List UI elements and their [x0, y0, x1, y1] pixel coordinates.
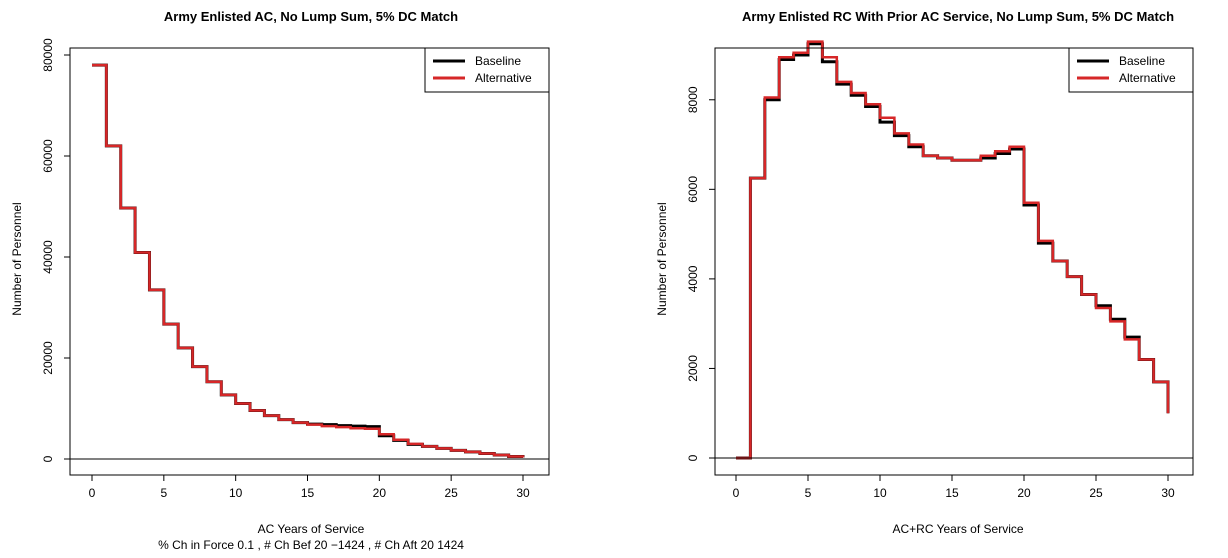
- legend-entry-label: Baseline: [1119, 54, 1165, 68]
- x-tick-label: 30: [1161, 486, 1175, 500]
- chart-title: Army Enlisted RC With Prior AC Service, …: [742, 9, 1174, 24]
- x-axis-subtitle: % Ch in Force 0.1 , # Ch Bef 20 −1424 , …: [158, 538, 464, 552]
- y-ticks: 0 20000 40000 60000 80000: [41, 38, 70, 462]
- x-tick-label: 25: [1089, 486, 1103, 500]
- x-tick-label: 15: [945, 486, 959, 500]
- y-axis-label: Number of Personnel: [655, 202, 669, 315]
- y-ticks: 0 2000 4000 6000 8000: [686, 86, 715, 461]
- plot-frame: [69, 47, 550, 476]
- series-line-baseline: [736, 42, 1170, 460]
- x-axis-label: AC+RC Years of Service: [892, 522, 1023, 536]
- legend-entry-label: Alternative: [475, 71, 532, 85]
- y-tick-label: 60000: [41, 139, 55, 173]
- chart-title: Army Enlisted AC, No Lump Sum, 5% DC Mat…: [164, 9, 458, 24]
- left-chart: Army Enlisted AC, No Lump Sum, 5% DC Mat…: [10, 9, 550, 552]
- x-tick-label: 20: [1017, 486, 1031, 500]
- x-tick-label: 20: [373, 486, 387, 500]
- x-tick-label: 5: [160, 486, 167, 500]
- series-line-baseline: [92, 63, 525, 458]
- y-axis-label: Number of Personnel: [10, 202, 24, 315]
- y-tick-label: 80000: [41, 38, 55, 72]
- x-tick-label: 10: [873, 486, 887, 500]
- legend-entry-label: Alternative: [1119, 71, 1176, 85]
- y-tick-label: 0: [41, 455, 55, 462]
- y-tick-label: 20000: [41, 341, 55, 375]
- x-tick-label: 0: [733, 486, 740, 500]
- plot-frame: [714, 47, 1194, 476]
- y-tick-label: 8000: [686, 86, 700, 113]
- x-tick-label: 15: [301, 486, 315, 500]
- x-ticks: 0 5 10 15 20 25 30: [89, 475, 530, 500]
- x-ticks: 0 5 10 15 20 25 30: [733, 475, 1175, 500]
- x-axis-label: AC Years of Service: [258, 522, 365, 536]
- y-tick-label: 4000: [686, 265, 700, 292]
- series-line-alternative: [736, 40, 1170, 460]
- legend: Baseline Alternative: [1068, 47, 1194, 93]
- right-chart: Army Enlisted RC With Prior AC Service, …: [655, 9, 1194, 536]
- x-tick-label: 0: [89, 486, 96, 500]
- y-tick-label: 40000: [41, 240, 55, 274]
- legend-entry-label: Baseline: [475, 54, 521, 68]
- x-tick-label: 5: [805, 486, 812, 500]
- x-tick-label: 25: [444, 486, 458, 500]
- y-tick-label: 2000: [686, 355, 700, 382]
- legend: Baseline Alternative: [424, 47, 550, 93]
- y-tick-label: 0: [686, 454, 700, 461]
- series-line-alternative: [92, 63, 525, 458]
- x-tick-label: 10: [229, 486, 243, 500]
- x-tick-label: 30: [516, 486, 530, 500]
- series-layer: [736, 40, 1170, 460]
- legend-box: [424, 47, 550, 93]
- series-layer: [92, 63, 525, 458]
- y-tick-label: 6000: [686, 176, 700, 203]
